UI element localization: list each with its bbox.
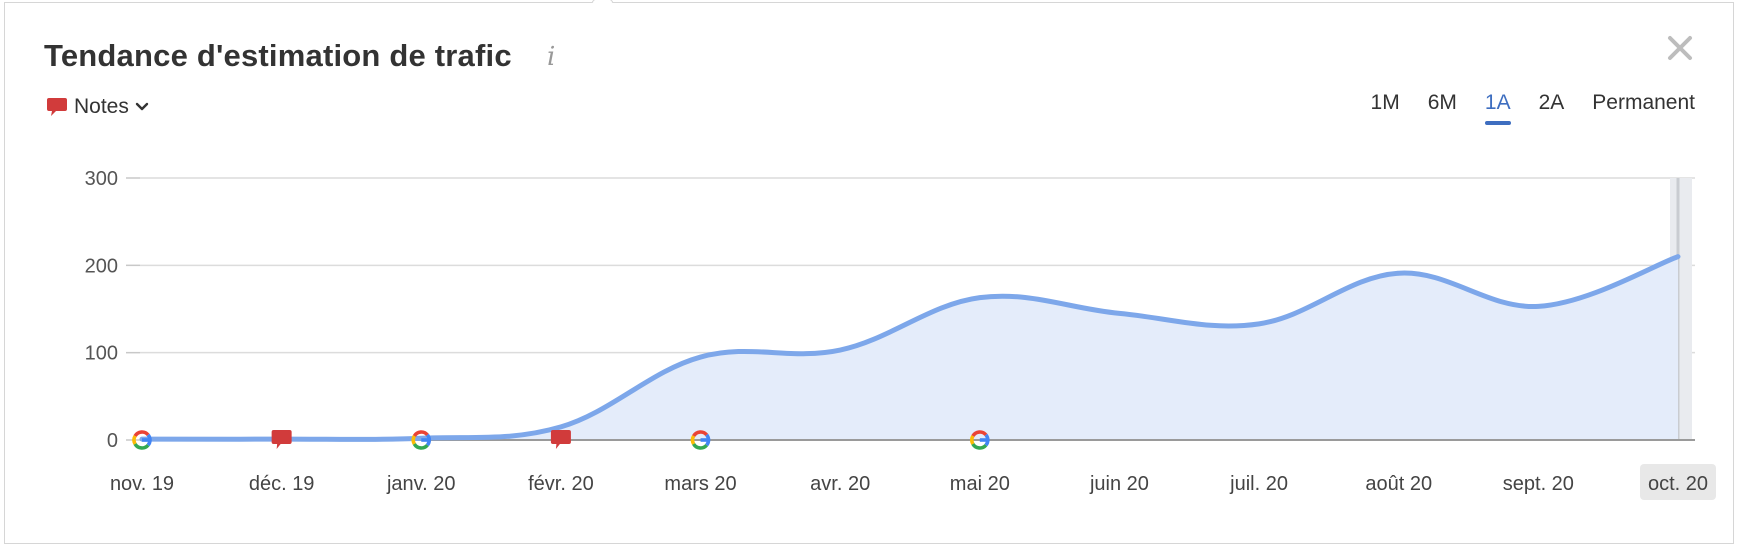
- y-tick-label: 100: [85, 343, 118, 365]
- notes-label: Notes: [74, 95, 129, 118]
- x-tick-label: juin 20: [1089, 473, 1149, 495]
- range-tab-2a[interactable]: 2A: [1538, 91, 1565, 114]
- notes-dropdown[interactable]: Notes: [46, 95, 149, 119]
- x-tick-label: nov. 19: [110, 473, 174, 495]
- x-tick-label: févr. 20: [528, 473, 594, 495]
- date-range-tabs: 1M 6M 1A 2A Permanent: [1343, 91, 1695, 125]
- google-icon[interactable]: [690, 430, 711, 450]
- series-line: [139, 254, 1681, 442]
- note-icon[interactable]: [271, 430, 292, 449]
- x-label-highlight: [1640, 464, 1716, 500]
- x-tick-label: oct. 20: [1648, 473, 1708, 495]
- x-tick-label: mai 20: [950, 473, 1010, 495]
- speech-bubble-icon: [47, 98, 67, 116]
- range-tab-6m[interactable]: 6M: [1427, 91, 1457, 114]
- close-icon: [1668, 36, 1692, 60]
- x-tick-label: avr. 20: [810, 473, 870, 495]
- chevron-down-icon: [135, 102, 149, 111]
- range-tab-1a[interactable]: 1A: [1484, 91, 1511, 125]
- series-area: [142, 256, 1678, 440]
- chart-title: Tendance d'estimation de trafic: [44, 38, 512, 73]
- close-button[interactable]: [1662, 30, 1698, 66]
- google-icon[interactable]: [970, 430, 990, 450]
- y-tick-label: 200: [85, 255, 118, 277]
- x-tick-label: mars 20: [664, 473, 736, 495]
- google-icon[interactable]: [411, 430, 431, 450]
- y-tick-label: 0: [107, 430, 118, 452]
- x-tick-label: sept. 20: [1503, 473, 1574, 495]
- range-tab-permanent[interactable]: Permanent: [1592, 91, 1695, 114]
- note-icon[interactable]: [550, 430, 571, 449]
- y-tick-label: 300: [85, 168, 118, 190]
- google-icon[interactable]: [132, 430, 152, 450]
- x-tick-label: août 20: [1365, 473, 1432, 495]
- x-tick-label: juil. 20: [1229, 473, 1288, 495]
- traffic-trend-panel: [4, 0, 1734, 544]
- x-tick-label: déc. 19: [249, 473, 315, 495]
- range-tab-1m[interactable]: 1M: [1370, 91, 1400, 114]
- x-tick-label: janv. 20: [386, 473, 456, 495]
- info-icon[interactable]: i: [547, 42, 556, 72]
